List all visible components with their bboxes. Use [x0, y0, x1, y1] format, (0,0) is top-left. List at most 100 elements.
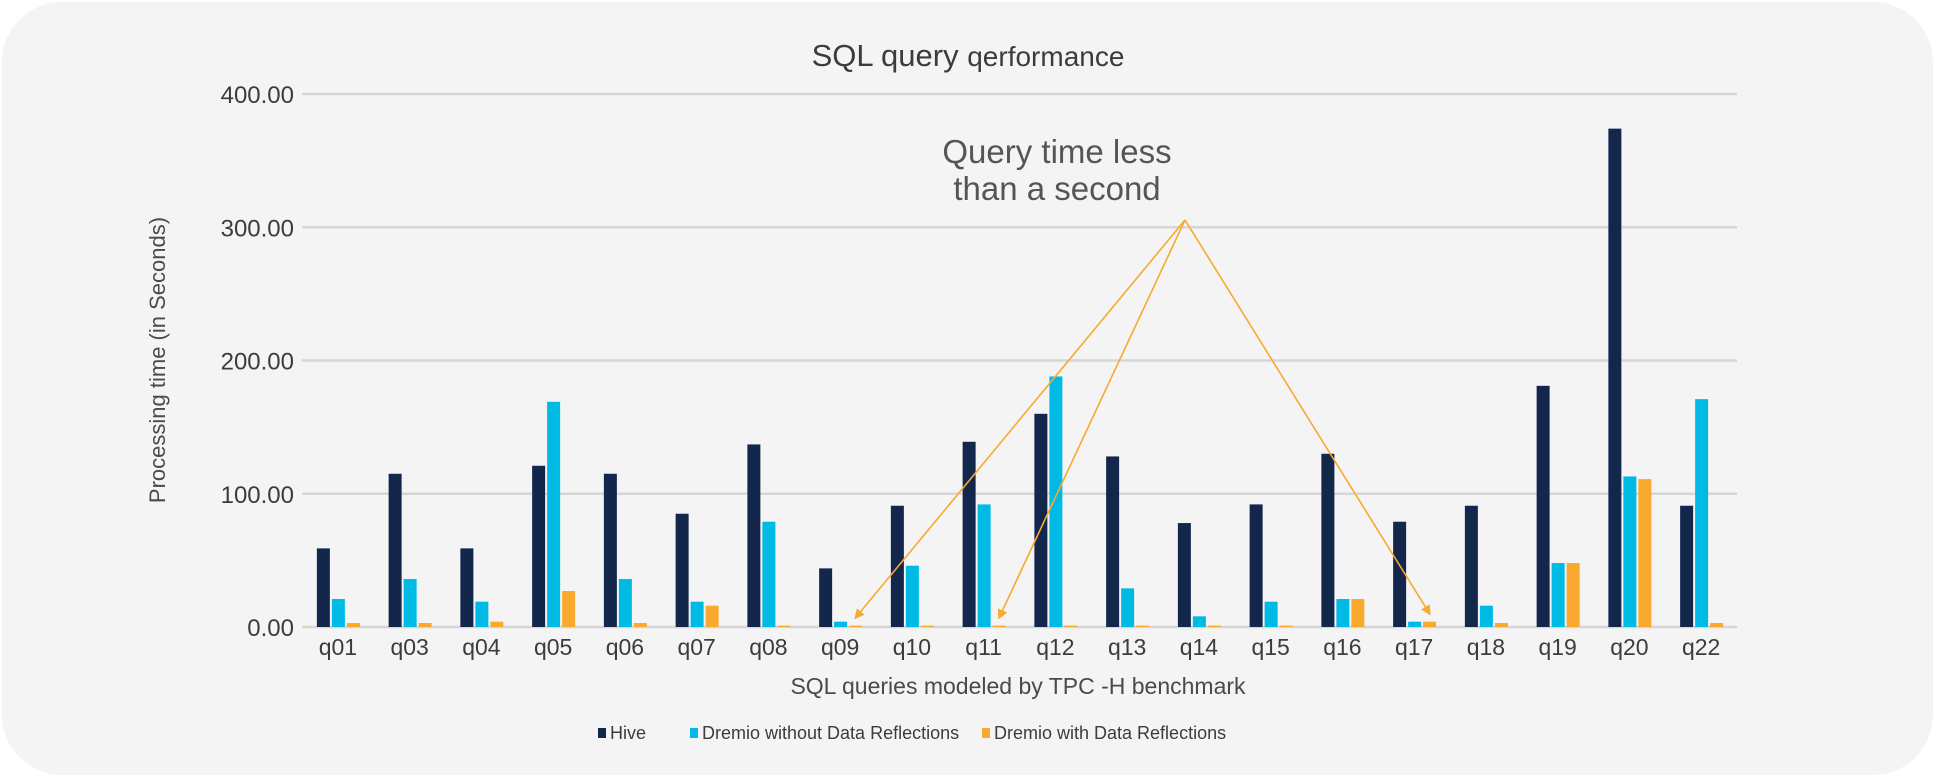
bar-dremio-with-data-reflections-q15: [1279, 625, 1293, 627]
bar-hive-q06: [603, 473, 617, 627]
bar-hive-q13: [1106, 456, 1120, 627]
x-tick-label: q05: [534, 634, 572, 660]
bar-dremio-with-data-reflections-q11: [992, 625, 1006, 627]
bar-dremio-without-data-reflections-q06: [618, 579, 632, 627]
bar-dremio-without-data-reflections-q22: [1695, 399, 1709, 627]
bar-hive-q19: [1536, 385, 1550, 627]
y-tick-label: 100.00: [221, 482, 294, 509]
bar-hive-q12: [1034, 413, 1048, 627]
bar-dremio-without-data-reflections-q19: [1551, 563, 1565, 627]
bar-hive-q01: [316, 548, 330, 627]
annotation-line-1: Query time less: [942, 133, 1171, 170]
bar-dremio-with-data-reflections-q19: [1566, 563, 1580, 627]
bar-hive-q07: [675, 513, 689, 627]
bar-hive-q22: [1680, 505, 1694, 627]
y-tick-label: 400.00: [221, 82, 294, 109]
bar-dremio-with-data-reflections-q09: [849, 625, 863, 627]
bar-dremio-without-data-reflections-q17: [1408, 621, 1422, 627]
x-tick-label: q14: [1180, 634, 1219, 660]
x-tick-label: q03: [390, 634, 428, 660]
bar-hive-q09: [819, 568, 833, 627]
bar-dremio-with-data-reflections-q18: [1494, 623, 1508, 627]
bar-dremio-with-data-reflections-q17: [1423, 621, 1437, 627]
bar-dremio-with-data-reflections-q06: [633, 623, 647, 627]
bar-hive-q08: [747, 444, 761, 627]
bar-dremio-with-data-reflections-q14: [1207, 625, 1221, 627]
annotation-arrow-q09: [854, 219, 1186, 620]
x-tick-label: q09: [821, 634, 859, 660]
bar-dremio-with-data-reflections-q20: [1638, 479, 1652, 627]
legend-swatch: [690, 728, 698, 738]
legend-label: Dremio without Data Reflections: [702, 723, 959, 743]
chart-title-main: SQL query: [812, 38, 960, 73]
x-tick-label: q07: [677, 634, 715, 660]
x-tick-label: q10: [893, 634, 931, 660]
bar-dremio-with-data-reflections-q16: [1351, 599, 1365, 627]
y-axis-title: Processing time (in Seconds): [145, 217, 170, 503]
bar-hive-q05: [532, 465, 546, 627]
bar-dremio-with-data-reflections-q04: [490, 621, 504, 627]
bar-dremio-without-data-reflections-q09: [834, 621, 848, 627]
bar-dremio-without-data-reflections-q18: [1479, 605, 1493, 627]
bar-dremio-without-data-reflections-q04: [475, 601, 489, 627]
legend-label: Hive: [610, 723, 646, 743]
bar-hive-q18: [1464, 505, 1478, 627]
bar-dremio-without-data-reflections-q11: [977, 504, 991, 627]
chart-title: SQL query qerformance: [812, 38, 1125, 73]
bar-dremio-without-data-reflections-q08: [762, 521, 776, 627]
bar-dremio-with-data-reflections-q13: [1136, 625, 1150, 627]
bar-dremio-without-data-reflections-q16: [1336, 599, 1350, 627]
x-tick-label: q08: [749, 634, 787, 660]
bar-dremio-with-data-reflections-q10: [920, 625, 934, 627]
x-tick-label: q16: [1323, 634, 1361, 660]
bar-hive-q11: [962, 441, 976, 627]
bar-dremio-with-data-reflections-q03: [418, 623, 432, 627]
bar-hive-q17: [1393, 521, 1407, 627]
x-tick-label: q04: [462, 634, 501, 660]
bar-hive-q20: [1608, 128, 1622, 627]
bar-dremio-without-data-reflections-q10: [905, 565, 919, 627]
annotation-arrow-q11: [997, 219, 1186, 620]
bar-hive-q15: [1249, 504, 1263, 627]
x-tick-label: q22: [1682, 634, 1720, 660]
x-tick-label: q12: [1036, 634, 1074, 660]
x-axis-title: SQL queries modeled by TPC -H benchmark: [790, 673, 1246, 699]
x-tick-label: q20: [1610, 634, 1648, 660]
legend-swatch: [598, 728, 606, 738]
bar-dremio-with-data-reflections-q05: [562, 591, 576, 627]
x-tick-label: q18: [1467, 634, 1505, 660]
bar-hive-q14: [1177, 523, 1191, 627]
x-tick-label: q19: [1538, 634, 1576, 660]
bar-dremio-without-data-reflections-q20: [1623, 476, 1637, 627]
annotation: Query time less than a second: [854, 133, 1431, 620]
x-tick-label: q15: [1251, 634, 1289, 660]
legend-swatch: [982, 728, 990, 738]
bar-hive-q03: [388, 473, 402, 627]
legend-label: Dremio with Data Reflections: [994, 723, 1226, 743]
bar-dremio-with-data-reflections-q22: [1710, 623, 1724, 627]
bar-dremio-with-data-reflections-q12: [1064, 625, 1078, 627]
annotation-arrow-q17: [1184, 219, 1431, 616]
bar-dremio-with-data-reflections-q01: [346, 623, 360, 627]
bar-dremio-without-data-reflections-q05: [547, 401, 561, 627]
bar-dremio-without-data-reflections-q01: [331, 599, 345, 627]
x-tick-label: q01: [319, 634, 357, 660]
bar-hive-q04: [460, 548, 474, 627]
legend: Hive Dremio without Data Reflections Dremi…: [598, 723, 1226, 743]
bar-dremio-without-data-reflections-q12: [1049, 376, 1063, 627]
bar-dremio-without-data-reflections-q13: [1121, 588, 1135, 627]
bar-dremio-without-data-reflections-q07: [690, 601, 704, 627]
y-tick-label: 0.00: [247, 615, 294, 642]
bar-hive-q16: [1321, 453, 1335, 627]
bar-dremio-without-data-reflections-q15: [1264, 601, 1278, 627]
x-tick-label: q11: [965, 634, 1002, 660]
bar-dremio-with-data-reflections-q07: [705, 605, 719, 627]
x-tick-label: q06: [606, 634, 644, 660]
y-tick-label: 200.00: [221, 349, 294, 376]
x-tick-label: q17: [1395, 634, 1433, 660]
bar-dremio-without-data-reflections-q03: [403, 579, 417, 627]
bar-dremio-without-data-reflections-q14: [1192, 616, 1206, 627]
bar-dremio-with-data-reflections-q08: [777, 625, 791, 627]
